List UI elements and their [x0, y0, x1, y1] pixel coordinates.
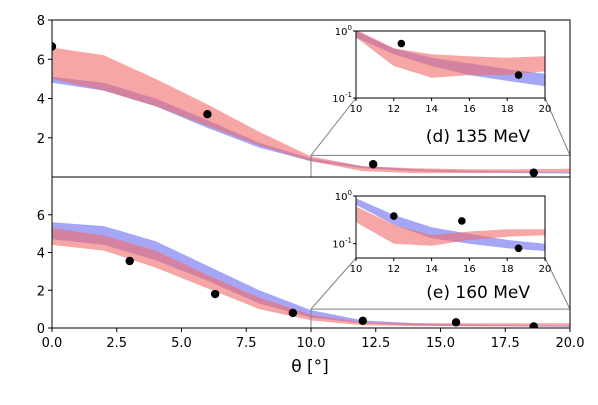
y-tick-label-panel-1: 0 — [37, 322, 45, 337]
inset-data-point-panel-1-2 — [514, 244, 523, 253]
inset-band-red-panel-0 — [356, 31, 545, 78]
x-tick-label: 12.5 — [361, 336, 390, 351]
inset-x-tick-label-panel-1: 14 — [425, 264, 438, 275]
inset-panel-0: 10 12 14 16 18 20 10-1 100 — [332, 24, 551, 115]
inset-x-tick-label-panel-0: 16 — [463, 104, 476, 115]
inset-data-point-panel-1-1 — [458, 217, 466, 225]
inset-x-tick-label-panel-0: 20 — [539, 104, 552, 115]
zoom-connector-right-panel-0 — [544, 97, 571, 156]
inset-frame-panel-0 — [355, 30, 546, 99]
inset-x-tick-label-panel-0: 10 — [350, 104, 363, 115]
band-red-panel-0 — [52, 47, 570, 174]
inset-x-tick-label-panel-0: 12 — [387, 104, 400, 115]
data-point-panel-1-3 — [358, 316, 367, 326]
data-point-panel-1-1 — [210, 289, 220, 299]
x-tick-label: 10.0 — [297, 336, 326, 351]
x-tick-label: 5.0 — [171, 336, 192, 351]
zoom-connector-right-panel-1 — [544, 257, 571, 310]
inset-y-tick-label-panel-1: 100 — [335, 189, 352, 203]
inset-y-tick-label-panel-0: 100 — [335, 24, 352, 38]
zoom-connector-left-panel-1 — [310, 257, 357, 310]
inset-x-tick-label-panel-1: 12 — [387, 264, 400, 275]
panel-0-plot-area — [52, 42, 570, 177]
inset-x-tick-label-panel-1: 10 — [350, 264, 363, 275]
inset-x-tick-label-panel-1: 18 — [501, 264, 514, 275]
x-tick-label: 7.5 — [236, 336, 257, 351]
y-tick-label-panel-0: 6 — [37, 53, 45, 68]
inset-y-tick-label-panel-1: 10-1 — [332, 237, 352, 251]
data-point-panel-0-0 — [52, 42, 57, 51]
zoom-connector-left-panel-0 — [310, 97, 357, 156]
x-tick-label: 17.5 — [491, 336, 520, 351]
inset-panel-1: 10 12 14 16 18 20 10-1 100 — [332, 189, 551, 275]
inset-x-tick-label-panel-0: 14 — [425, 104, 438, 115]
inset-x-tick-label-panel-0: 18 — [501, 104, 514, 115]
panel-1-plot-area — [52, 222, 570, 328]
data-point-panel-1-0 — [125, 256, 134, 266]
inset-band-red-panel-1 — [356, 206, 545, 246]
inset-x-tick-label-panel-1: 16 — [463, 264, 476, 275]
panel-0: 2 4 6 8 (d) 135 MeV 10 12 14 16 18 20 10-1 100 — [37, 14, 571, 178]
y-tick-label-panel-1: 2 — [37, 284, 45, 299]
x-axis-label: θ [°] — [291, 357, 329, 377]
x-tick-label: 20.0 — [556, 336, 585, 351]
data-point-panel-1-2 — [288, 308, 298, 318]
x-tick-label: 0.0 — [42, 336, 63, 351]
panel-label-1: (e) 160 MeV — [426, 283, 530, 303]
data-point-panel-1-4 — [451, 318, 461, 327]
y-tick-label-panel-0: 2 — [37, 132, 45, 147]
data-point-panel-1-5 — [529, 322, 538, 328]
inset-y-tick-label-panel-0: 10-1 — [332, 91, 352, 105]
y-tick-label-panel-1: 4 — [37, 247, 45, 262]
x-tick-label: 2.5 — [106, 336, 127, 351]
inset-plot-area-panel-0 — [356, 31, 545, 87]
inset-data-point-panel-0-1 — [514, 71, 523, 79]
inset-data-point-panel-1-0 — [390, 212, 398, 220]
data-point-panel-0-1 — [203, 110, 212, 119]
panel-1: 0 2 4 6 (e) 160 MeV 10 12 14 16 18 20 10-1 100 — [37, 176, 571, 337]
y-tick-label-panel-0: 4 — [37, 93, 45, 108]
band-blue-panel-1 — [52, 222, 570, 327]
inset-frame-panel-1 — [355, 195, 546, 259]
data-point-panel-0-3 — [529, 168, 538, 177]
inset-plot-area-panel-1 — [356, 198, 545, 253]
x-tick-label: 15.0 — [426, 336, 455, 351]
inset-x-tick-label-panel-1: 20 — [539, 264, 552, 275]
panel-label-0: (d) 135 MeV — [426, 127, 530, 147]
band-red-panel-1 — [52, 228, 570, 327]
y-tick-label-panel-0: 8 — [37, 14, 45, 29]
data-point-panel-0-2 — [368, 160, 378, 169]
y-tick-label-panel-1: 6 — [37, 209, 45, 224]
inset-data-point-panel-0-0 — [397, 39, 406, 48]
